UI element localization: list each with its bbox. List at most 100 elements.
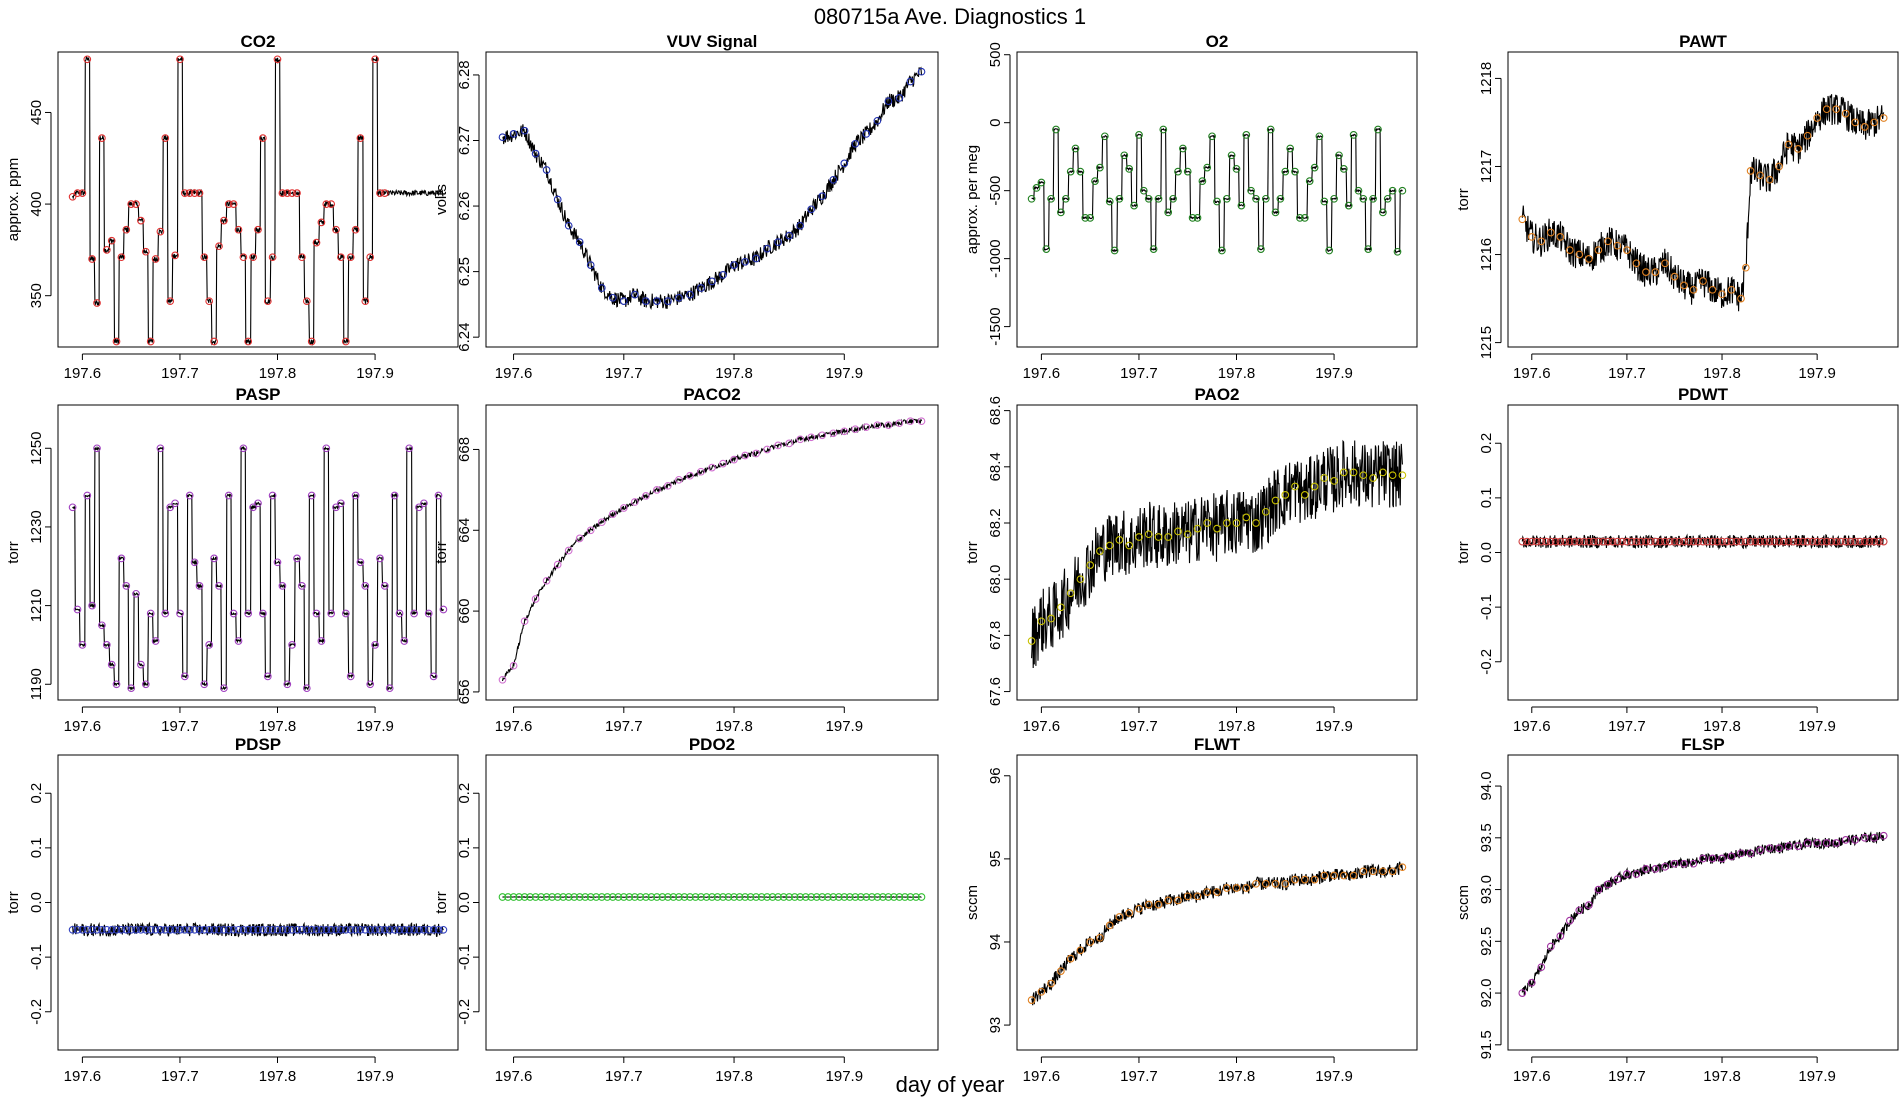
data-point — [351, 225, 360, 234]
data-point — [166, 297, 175, 306]
data-point — [102, 641, 111, 649]
data-point — [1213, 197, 1221, 206]
plot-frame — [1016, 754, 1418, 1051]
data-point — [1174, 527, 1182, 536]
chart-title: PDO2 — [689, 735, 735, 754]
x-tick-label: 197.7 — [161, 718, 199, 735]
y-tick-label: 660 — [456, 599, 473, 624]
x-tick-label: 197.8 — [715, 718, 753, 735]
data-point — [498, 893, 507, 901]
figure-title: 080715a Ave. Diagnostics 1 — [813, 4, 1087, 29]
data-point — [401, 0, 408, 3]
data-point — [1575, 906, 1584, 915]
data-point — [430, 0, 437, 3]
data-point — [434, 491, 443, 500]
data-point — [664, 297, 672, 305]
data-point — [917, 67, 926, 76]
series-group — [68, 0, 444, 346]
data-point — [351, 925, 360, 934]
data-point — [254, 925, 262, 934]
data-point — [1627, 537, 1636, 546]
data-point — [1642, 865, 1650, 873]
data-point — [93, 299, 101, 307]
x-tick-label: 197.6 — [1513, 718, 1551, 735]
data-point — [307, 925, 316, 934]
data-point — [1261, 507, 1270, 516]
data-point — [807, 433, 816, 442]
data-point — [424, 925, 433, 934]
data-point — [586, 893, 595, 901]
data-point — [151, 637, 160, 645]
data-point — [1542, 537, 1550, 546]
data-point — [1756, 537, 1764, 546]
data-point — [380, 189, 389, 197]
data-point — [1604, 880, 1612, 889]
data-point — [224, 200, 233, 208]
data-point — [146, 609, 155, 618]
data-point — [1310, 875, 1319, 884]
data-point — [515, 893, 523, 901]
data-point — [1623, 246, 1631, 254]
data-point — [380, 582, 389, 590]
data-point — [1575, 537, 1584, 546]
data-point — [1208, 132, 1216, 141]
data-point — [98, 621, 106, 630]
data-point — [796, 221, 805, 230]
data-point — [337, 925, 345, 934]
data-point — [1822, 105, 1831, 114]
data-point — [1218, 246, 1226, 255]
data-point — [1174, 167, 1182, 176]
plot-frame — [57, 51, 459, 348]
data-point — [1737, 537, 1745, 546]
data-point — [361, 297, 370, 306]
data-point — [1718, 854, 1726, 863]
data-point — [322, 200, 331, 208]
data-point — [385, 684, 394, 693]
data-point — [112, 925, 121, 934]
data-point — [1379, 867, 1387, 876]
data-point — [1276, 194, 1285, 203]
data-point — [220, 684, 228, 693]
data-point — [386, 0, 393, 3]
y-tick-label: 92.5 — [1478, 927, 1495, 956]
data-point — [302, 684, 311, 693]
chart-pdwt: PDWT 197.6 197.7 197.8 197.9 -0.2 -0.1 0.0 0.1 0.… — [1455, 385, 1899, 735]
data-point — [1875, 537, 1883, 546]
data-point — [1832, 105, 1841, 114]
data-point — [906, 77, 915, 86]
data-point — [259, 134, 267, 142]
data-point — [346, 253, 355, 262]
data-point — [405, 925, 414, 934]
data-point — [586, 526, 595, 535]
data-point — [851, 139, 860, 148]
data-point — [912, 893, 920, 901]
x-tick-label: 197.6 — [1023, 365, 1061, 382]
chart-title: FLSP — [1681, 735, 1724, 754]
data-point — [263, 297, 272, 306]
data-point — [664, 893, 672, 901]
data-point — [341, 337, 350, 346]
data-point — [1271, 879, 1280, 888]
data-point — [1320, 474, 1329, 482]
chart-o2: O2 197.6 197.7 197.8 197.9 -1500 -1000 -500 0 500… — [964, 32, 1418, 382]
series-group — [1518, 94, 1888, 312]
data-point — [1047, 979, 1055, 988]
data-point — [619, 893, 628, 901]
data-point — [1105, 541, 1114, 550]
data-point — [278, 582, 287, 590]
data-point — [137, 925, 145, 934]
data-point — [1349, 871, 1358, 880]
data-point — [675, 893, 683, 901]
data-point — [779, 893, 788, 901]
data-point — [708, 893, 716, 901]
data-point — [1565, 916, 1574, 925]
data-point — [1803, 131, 1812, 140]
data-point — [1222, 884, 1231, 892]
data-point — [1066, 589, 1075, 598]
data-point — [818, 192, 827, 201]
data-point — [1091, 177, 1099, 185]
data-point — [1642, 268, 1650, 276]
data-point — [1518, 215, 1527, 224]
data-point — [1286, 144, 1295, 153]
data-point — [288, 189, 296, 197]
